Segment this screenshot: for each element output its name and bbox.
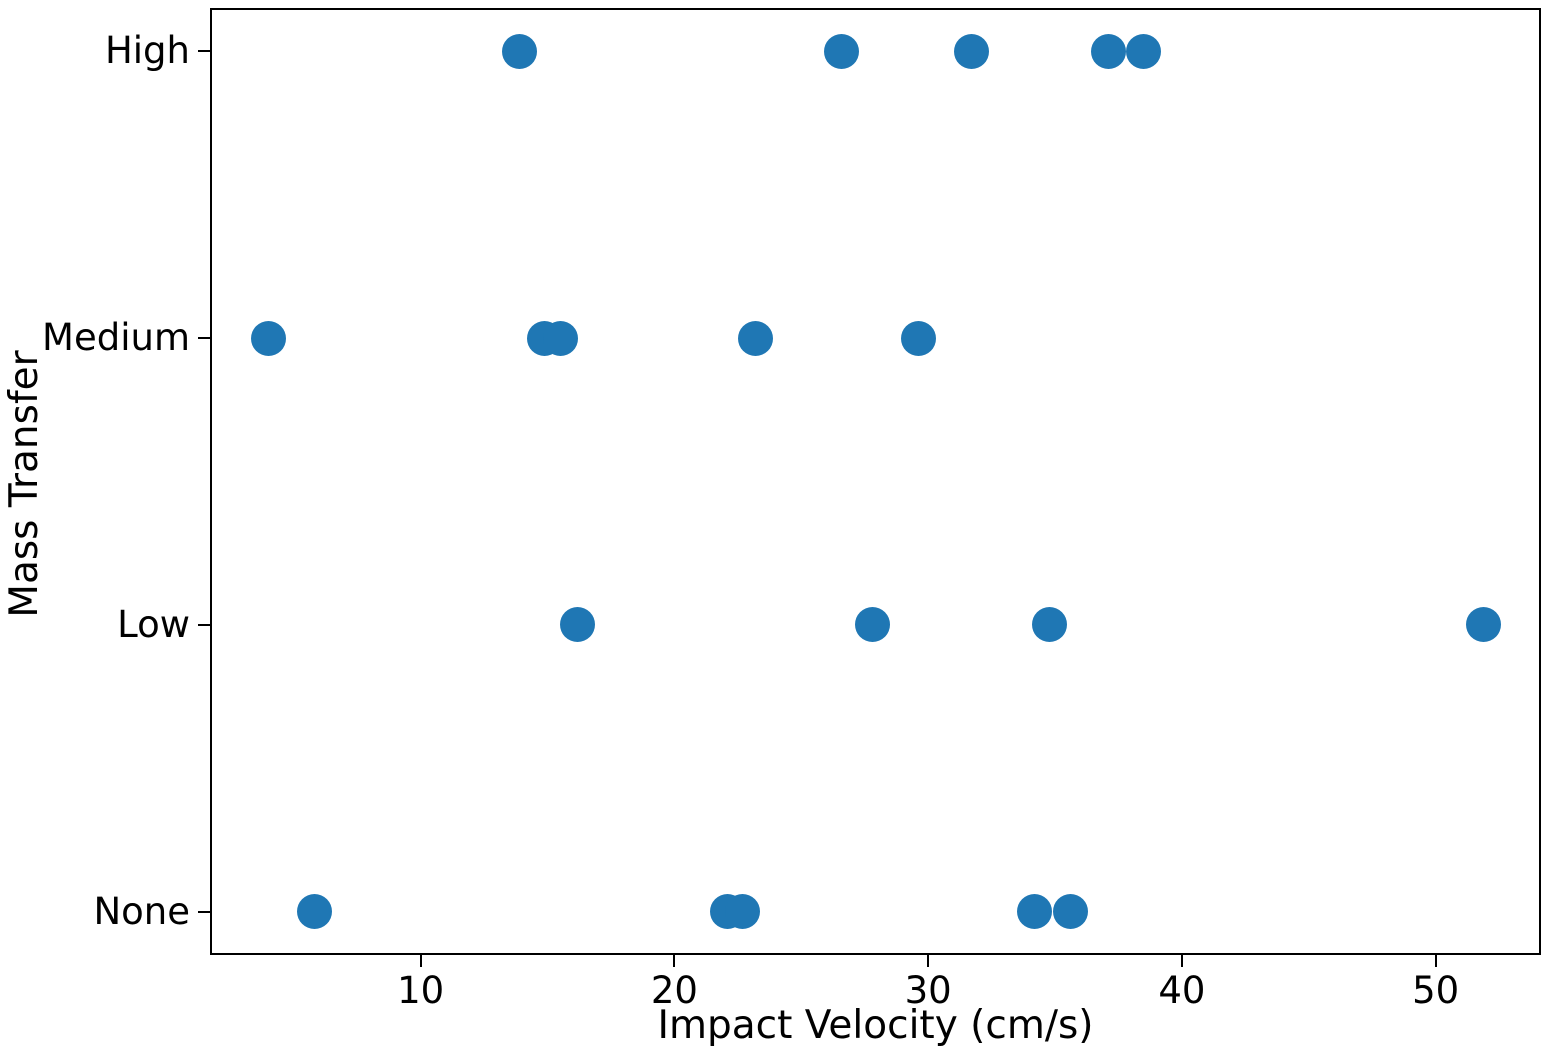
y-tick-label-medium: Medium <box>42 316 190 359</box>
x-tick-mark-20 <box>673 955 676 967</box>
x-tick-label-10: 10 <box>397 969 445 1012</box>
y-tick-mark-high <box>198 50 210 53</box>
data-point-high-31.7 <box>953 33 989 69</box>
data-point-high-26.6 <box>824 33 860 69</box>
x-axis-title: Impact Velocity (cm/s) <box>657 1003 1094 1048</box>
data-point-low-34.8 <box>1032 607 1068 643</box>
data-point-low-51.9 <box>1466 607 1502 643</box>
x-tick-label-40: 40 <box>1158 969 1206 1012</box>
data-point-none-35.6 <box>1052 894 1088 930</box>
data-point-high-13.9 <box>502 33 538 69</box>
x-tick-label-20: 20 <box>650 969 698 1012</box>
data-point-medium-29.6 <box>900 320 936 356</box>
data-point-low-27.8 <box>854 607 890 643</box>
x-tick-label-30: 30 <box>904 969 952 1012</box>
x-tick-label-50: 50 <box>1412 969 1460 1012</box>
y-tick-label-high: High <box>104 29 190 73</box>
data-point-medium-23.2 <box>738 320 774 356</box>
y-tick-mark-medium <box>198 337 210 339</box>
x-tick-mark-40 <box>1180 955 1183 967</box>
data-point-none-34.2 <box>1017 894 1053 930</box>
y-tick-mark-none <box>198 910 210 913</box>
y-tick-label-none: None <box>93 889 190 933</box>
data-point-medium-4 <box>250 320 286 356</box>
x-tick-mark-10 <box>419 955 422 967</box>
data-point-high-37.1 <box>1090 33 1126 69</box>
data-point-low-16.2 <box>560 607 596 643</box>
y-tick-mark-low <box>198 623 210 626</box>
data-point-none-5.8 <box>296 894 332 930</box>
data-point-medium-15.5 <box>542 320 578 356</box>
data-point-none-22.7 <box>725 894 761 930</box>
plot-area <box>210 8 1541 955</box>
data-point-high-38.5 <box>1126 33 1162 69</box>
x-tick-mark-50 <box>1434 955 1437 967</box>
x-tick-mark-30 <box>927 955 930 967</box>
y-tick-label-low: Low <box>117 602 190 646</box>
